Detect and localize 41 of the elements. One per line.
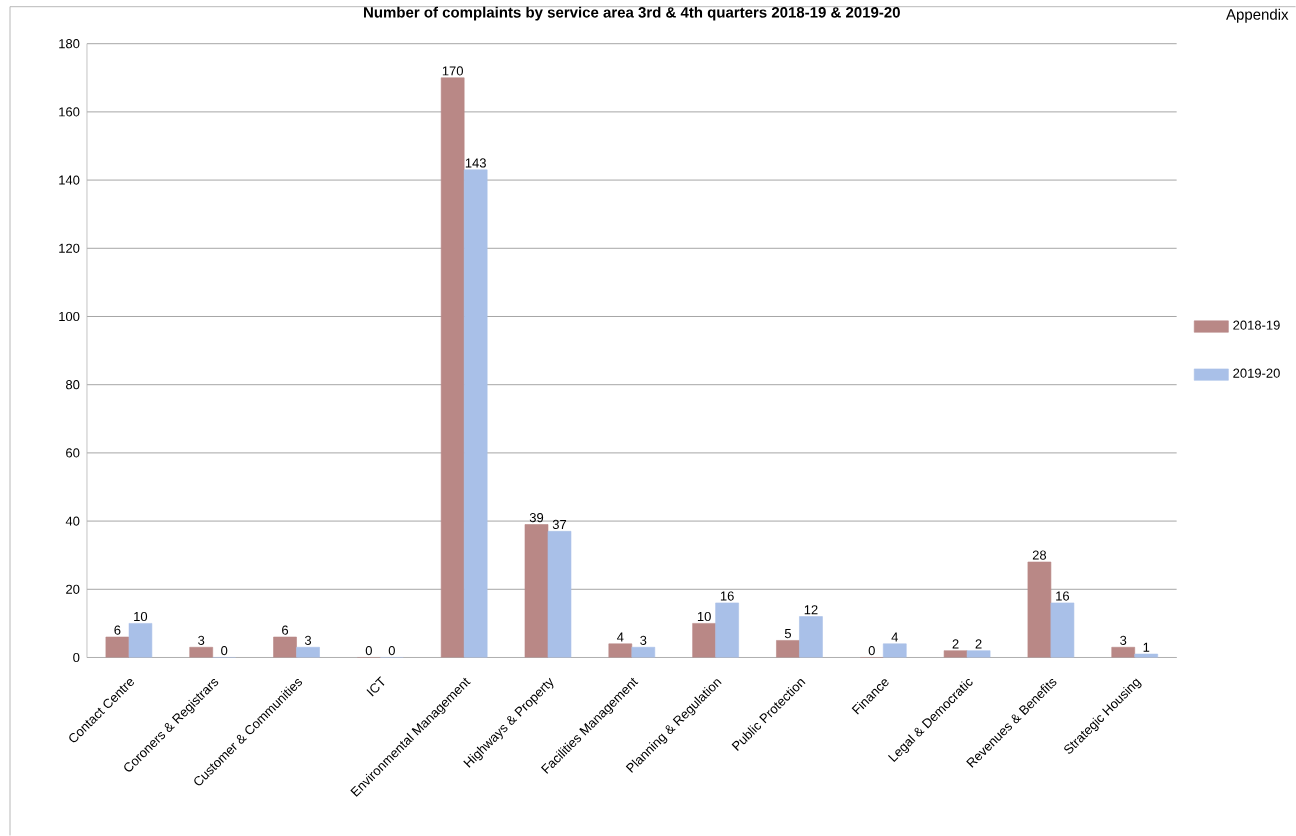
data-label: 1: [1143, 642, 1150, 652]
data-label: 3: [304, 635, 312, 645]
data-label: 4: [617, 632, 624, 642]
data-label: 3: [1120, 635, 1127, 645]
data-label: 3: [640, 635, 647, 645]
x-tick-label: ICT: [366, 676, 385, 697]
data-label: 0: [221, 645, 228, 655]
y-tick-label: 160: [59, 107, 80, 117]
data-label: 143: [465, 158, 486, 168]
data-label: 12: [804, 604, 818, 615]
legend-label: 2019-20: [1233, 368, 1280, 378]
y-tick-label: 140: [59, 175, 80, 185]
data-label: 5: [784, 628, 792, 638]
data-label: 16: [1056, 591, 1070, 601]
data-label: 39: [529, 512, 544, 522]
y-tick-label: 180: [59, 38, 80, 49]
text: Appendix: [1226, 8, 1289, 23]
data-label: 0: [365, 645, 372, 655]
data-label: 3: [198, 635, 205, 645]
data-label: 0: [388, 645, 395, 655]
data-label: 6: [282, 625, 289, 635]
data-label: 10: [697, 611, 711, 621]
y-tick-label: 0: [73, 652, 80, 662]
data-label: 170: [442, 66, 463, 76]
y-tick-label: 40: [65, 516, 80, 526]
chart-title: Number of complaints by service area 3rd & 4th quarters 2018-19 & 2019-20: [364, 6, 900, 21]
data-label: 2: [952, 639, 959, 649]
data-label: 2: [975, 639, 982, 649]
data-label: 28: [1032, 550, 1047, 560]
data-label: 10: [134, 611, 148, 621]
data-label: 6: [114, 625, 121, 635]
data-label: 37: [552, 519, 567, 529]
y-tick-label: 80: [66, 379, 80, 390]
y-tick-label: 20: [66, 584, 80, 594]
y-tick-label: 100: [59, 311, 80, 321]
y-tick-label: 120: [59, 243, 80, 253]
data-label: 4: [891, 632, 898, 642]
legend-label: 2018-19: [1233, 320, 1280, 330]
y-tick-label: 60: [66, 448, 80, 458]
data-label: 0: [868, 645, 875, 655]
data-label: 16: [720, 591, 734, 601]
